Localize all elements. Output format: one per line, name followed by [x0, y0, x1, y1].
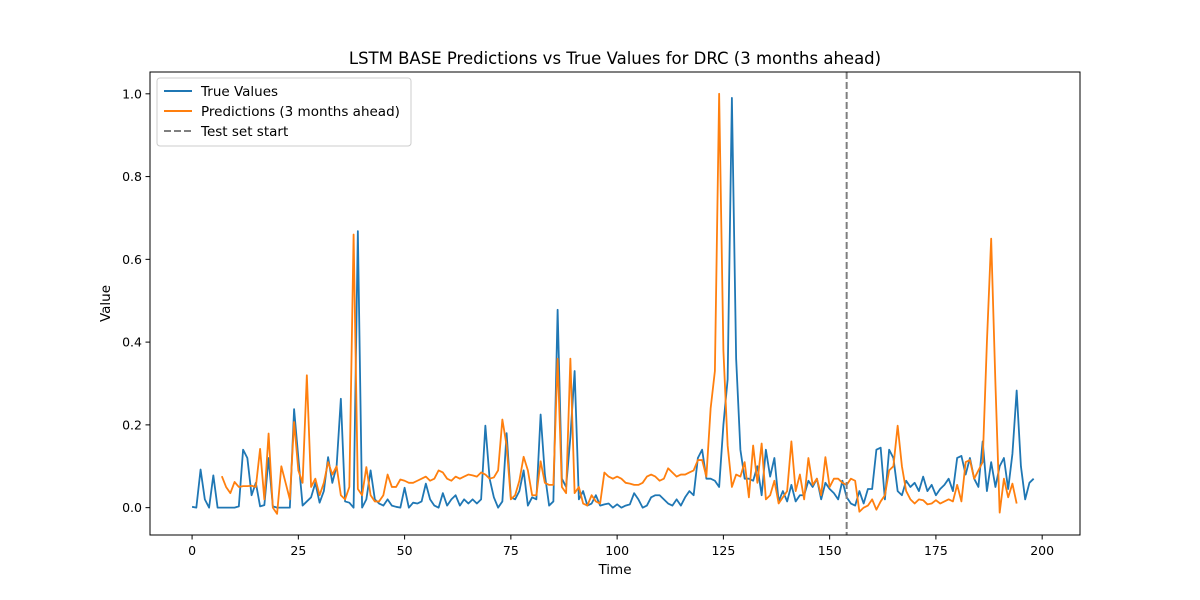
plot-frame	[149, 71, 1081, 536]
y-tick-label: 0.2	[122, 417, 142, 432]
legend-label-predictions: Predictions (3 months ahead)	[201, 104, 400, 120]
x-tick-label: 75	[503, 543, 519, 558]
legend-label-test-set-start: Test set start	[200, 124, 288, 140]
y-axis-label: Value	[98, 285, 114, 322]
x-tick-label: 150	[818, 543, 842, 558]
x-tick-label: 175	[924, 543, 948, 558]
x-tick-label: 50	[397, 543, 413, 558]
y-tick-label: 0.6	[122, 252, 142, 267]
y-tick-label: 0.8	[122, 169, 142, 184]
chart-title: LSTM BASE Predictions vs True Values for…	[349, 49, 881, 68]
y-tick-label: 0.0	[122, 500, 142, 515]
plot-area	[149, 71, 1081, 536]
legend-frame	[156, 77, 412, 147]
y-tick-label: 1.0	[122, 86, 142, 101]
x-axis-label: Time	[597, 562, 631, 578]
x-tick-label: 0	[188, 543, 196, 558]
y-tick-label: 0.4	[122, 335, 142, 350]
series-layer	[191, 92, 1035, 515]
y-axis: 0.0 0.2 0.4 0.6 0.8 1.0	[122, 86, 150, 515]
legend: True Values Predictions (3 months ahead)…	[156, 77, 412, 147]
x-axis: 0 25 50 75 100 125 150 175 200	[188, 535, 1054, 558]
x-tick-label: 100	[605, 543, 629, 558]
legend-label-true-values: True Values	[200, 84, 278, 100]
series-line-1	[220, 92, 1018, 515]
x-tick-label: 125	[711, 543, 735, 558]
x-tick-label: 25	[290, 543, 306, 558]
x-tick-label: 200	[1030, 543, 1054, 558]
